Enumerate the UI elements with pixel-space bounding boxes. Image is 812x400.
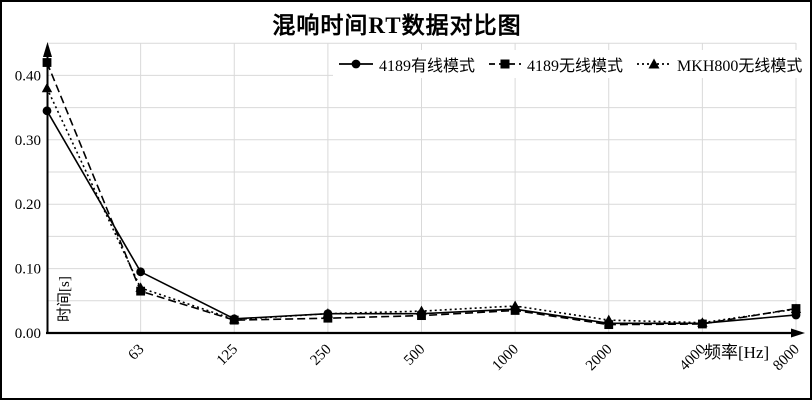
chart-title: 混响时间RT数据对比图: [272, 13, 522, 38]
legend-label: 4189无线模式: [527, 58, 624, 75]
x-tick-label: 500: [401, 342, 428, 369]
y-tick-label: 0.40: [15, 68, 41, 84]
y-axis-title: 时间[s]: [56, 276, 73, 322]
x-tick-label: 63: [126, 342, 148, 364]
x-tick-label: 125: [214, 342, 241, 369]
marker-triangle: [322, 308, 334, 318]
marker-triangle: [416, 305, 427, 316]
x-axis-arrow: [791, 328, 805, 338]
marker-square: [604, 320, 614, 330]
marker-triangle: [509, 300, 521, 310]
legend-item-mkh800-wireless: MKH800无线模式: [636, 52, 802, 76]
legend-label: 4189有线模式: [379, 58, 476, 75]
dotted-triangle-line-icon: [636, 58, 672, 70]
marker-square: [417, 311, 426, 321]
legend-label: MKH800无线模式: [677, 58, 803, 75]
y-axis-arrow: [43, 42, 52, 57]
legend-item-4189-wired: 4189有线模式: [338, 52, 475, 76]
x-tick-label: 2000: [583, 342, 616, 375]
marker-triangle: [697, 317, 708, 327]
y-tick-label: 0.20: [15, 197, 41, 213]
marker-triangle: [790, 303, 802, 314]
marker-triangle: [603, 314, 614, 325]
y-tick-label: 0.00: [15, 326, 41, 342]
marker-square: [323, 313, 333, 323]
marker-triangle: [229, 313, 240, 324]
x-tick-label: 250: [307, 342, 334, 369]
legend: 4189有线模式 4189无线模式 MKH800无线模式: [333, 50, 808, 78]
x-axis-title: 频率[Hz]: [704, 343, 770, 362]
x-tick-label: 1000: [489, 342, 522, 375]
marker-circle: [136, 267, 146, 277]
legend-item-4189-wireless: 4189无线模式: [488, 52, 623, 76]
marker-triangle: [135, 282, 146, 292]
dashed-square-line-icon: [488, 58, 522, 70]
y-tick-label: 0.10: [15, 262, 41, 278]
marker-square: [510, 306, 520, 315]
y-tick-label: 0.30: [15, 133, 41, 149]
solid-circle-line-icon: [338, 58, 374, 70]
